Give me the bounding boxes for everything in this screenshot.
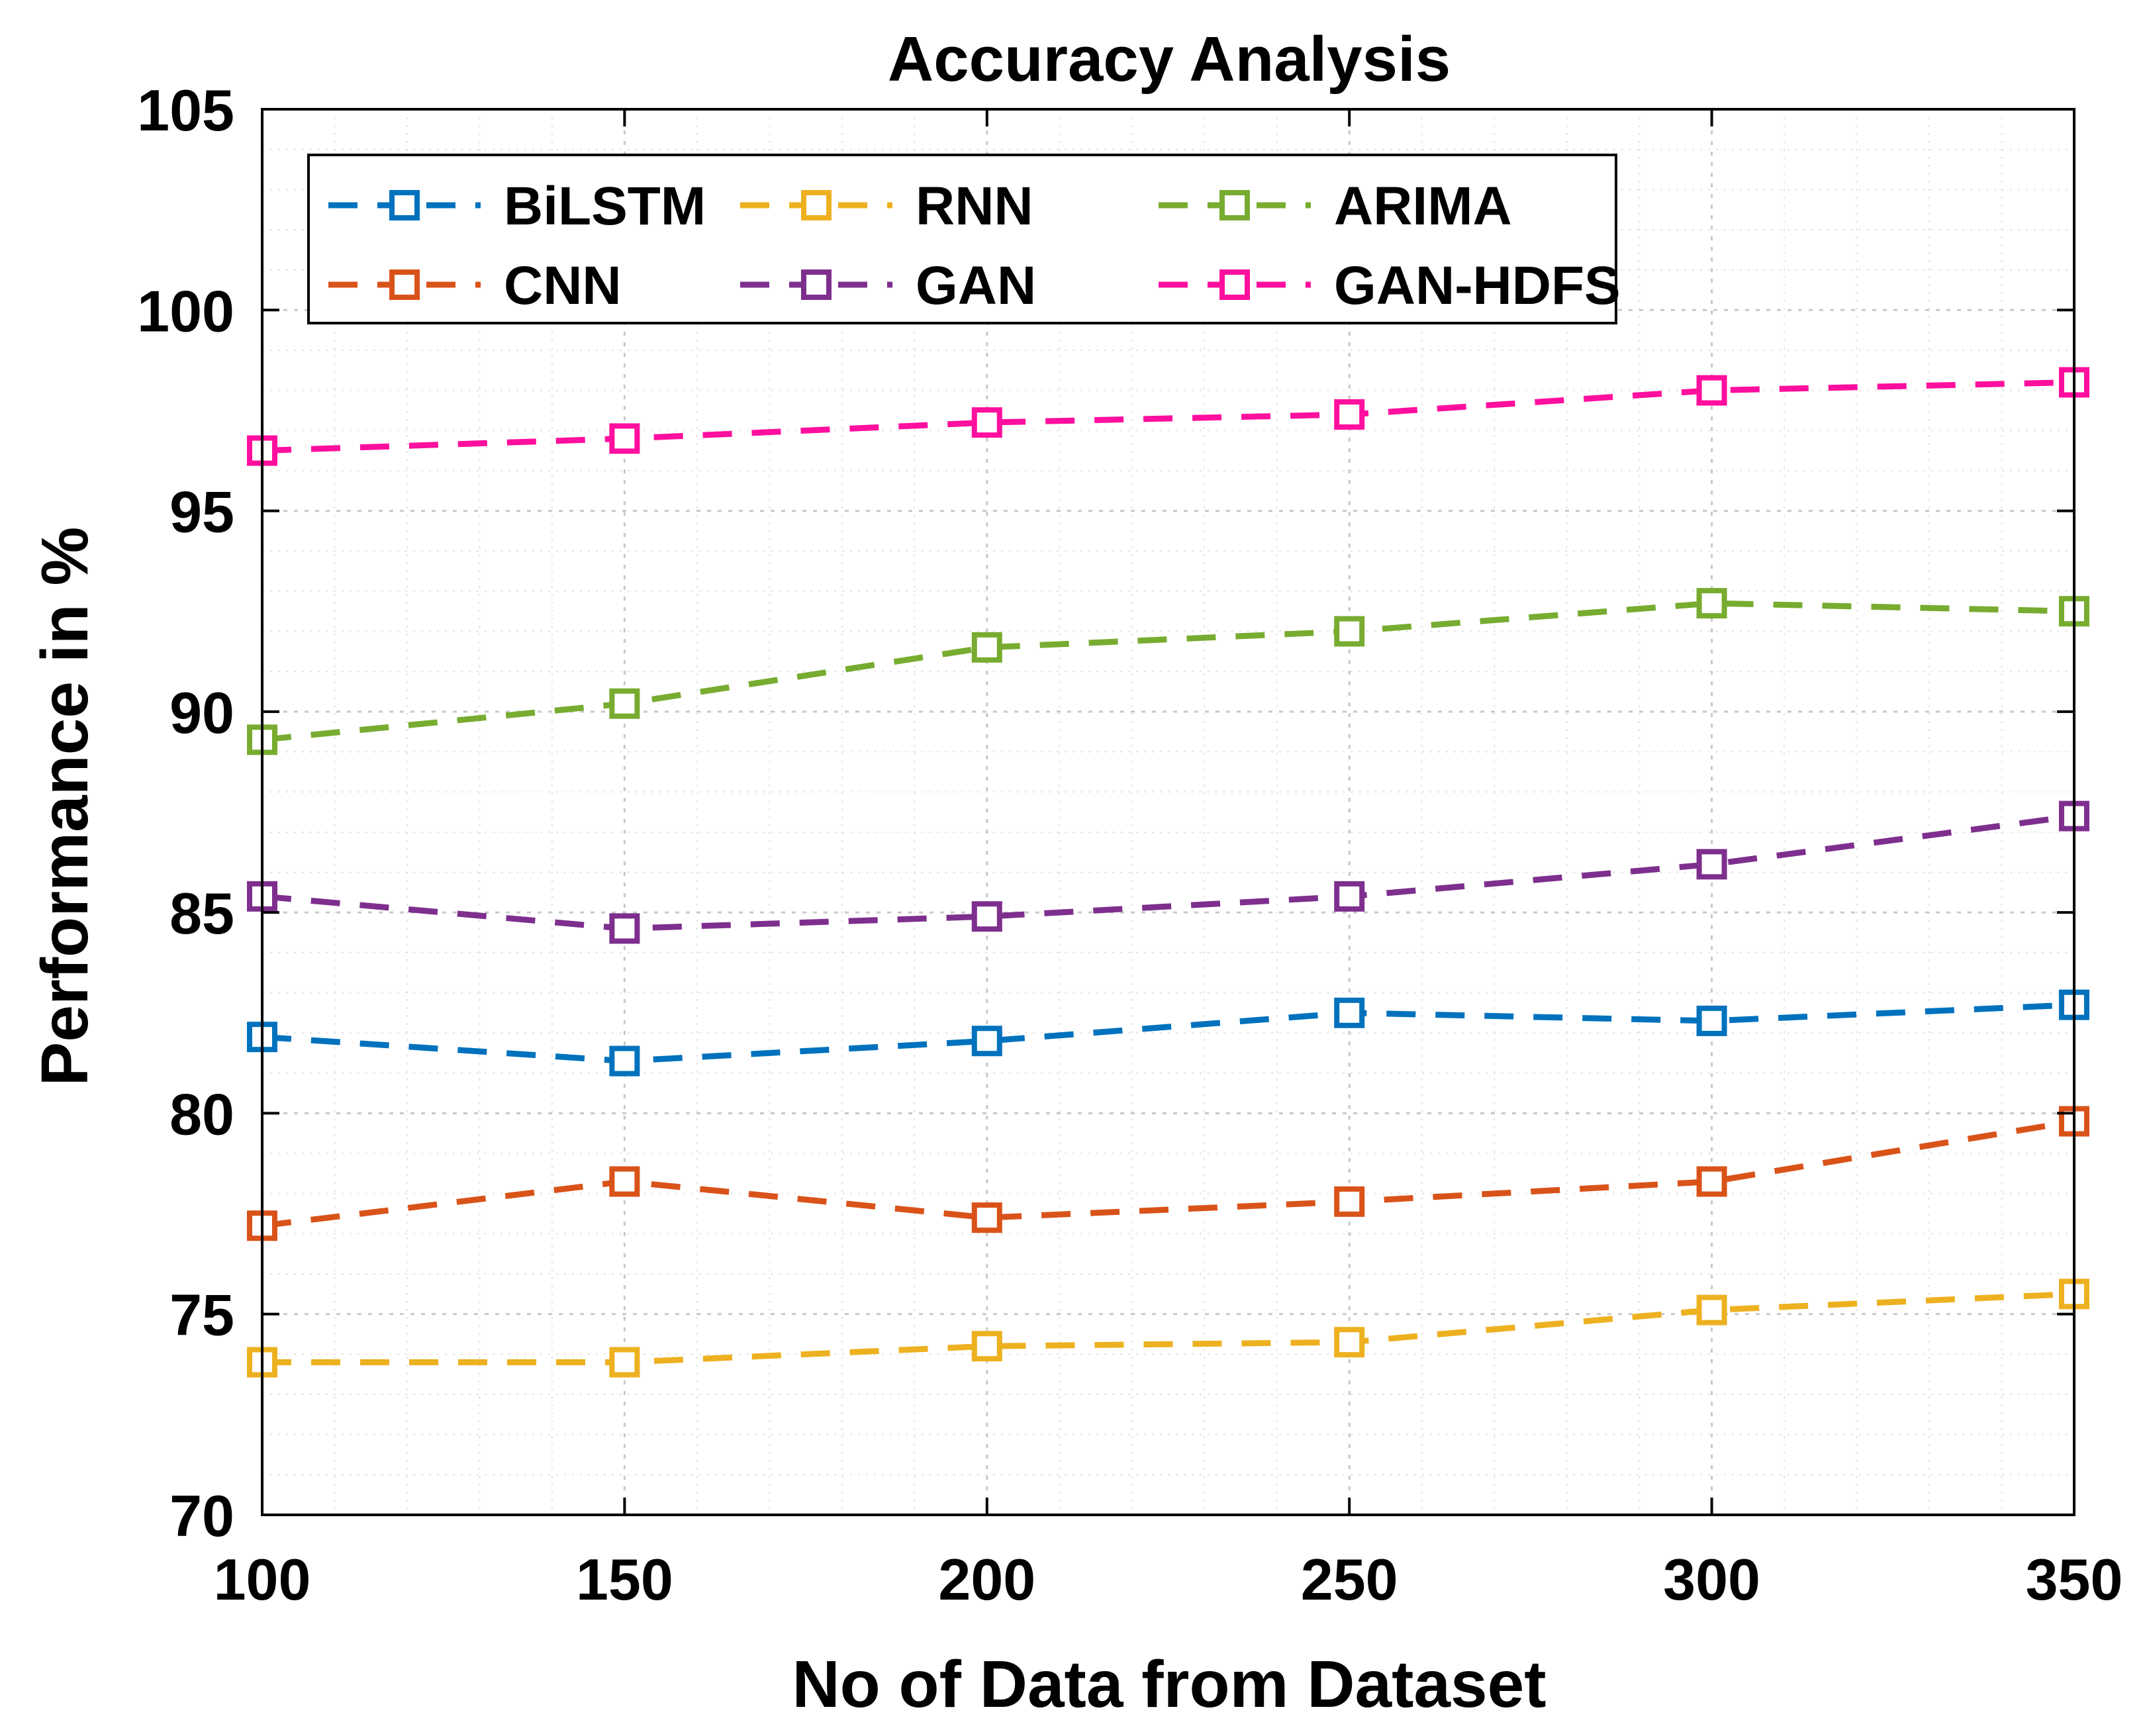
- data-point-cnn: [1696, 1166, 1727, 1197]
- x-tick-label: 150: [576, 1547, 673, 1612]
- y-tick-label: 100: [137, 278, 234, 344]
- y-axis-label: Performance in %: [28, 527, 102, 1086]
- data-point-gan-hdfs: [1696, 375, 1727, 406]
- legend-item-gan-hdfs: GAN-HDFS: [1159, 256, 1621, 316]
- y-tick-label: 75: [169, 1282, 234, 1348]
- y-tick-label: 70: [169, 1483, 234, 1549]
- data-point-gan: [971, 901, 1002, 932]
- data-point-gan: [1334, 881, 1365, 912]
- data-point-cnn: [1334, 1186, 1365, 1217]
- x-axis-label: No of Data from Dataset: [792, 1647, 1546, 1721]
- minor-grid: [262, 109, 2074, 1515]
- data-point-bilstm: [609, 1045, 640, 1077]
- legend-swatch-marker: [389, 190, 420, 220]
- data-point-gan-hdfs: [1334, 399, 1365, 430]
- y-tick-label: 105: [137, 77, 234, 143]
- data-point-rnn: [609, 1347, 640, 1378]
- legend-label: GAN-HDFS: [1334, 256, 1621, 316]
- series-line-gan: [262, 813, 2075, 932]
- legend-label: BiLSTM: [504, 176, 706, 236]
- data-point-gan-hdfs: [609, 423, 640, 454]
- y-tick-label: 80: [169, 1081, 234, 1147]
- y-tick-label: 90: [169, 680, 234, 746]
- series-line-cnn: [262, 1118, 2075, 1229]
- data-point-bilstm: [1696, 1005, 1727, 1036]
- legend-label: GAN: [916, 256, 1036, 316]
- x-tick-label: 300: [1663, 1547, 1760, 1612]
- legend-swatch-marker: [801, 190, 832, 220]
- data-point-arima: [1696, 588, 1727, 619]
- x-tick-label: 200: [938, 1547, 1035, 1612]
- legend-item-cnn: CNN: [328, 256, 622, 316]
- x-tick-label: 100: [214, 1547, 311, 1612]
- major-grid: [262, 109, 2074, 1515]
- axis-ticks: [261, 108, 2075, 1516]
- legend-swatch-marker: [1219, 190, 1250, 220]
- legend-item-bilstm: BiLSTM: [328, 176, 706, 236]
- data-point-rnn: [971, 1331, 1002, 1362]
- plot-area-frame: [261, 108, 2075, 1516]
- series-line-rnn: [262, 1290, 2075, 1366]
- data-point-bilstm: [971, 1026, 1002, 1057]
- legend-swatch-marker: [389, 269, 420, 300]
- data-point-cnn: [971, 1202, 1002, 1233]
- x-tick-label: 250: [1301, 1547, 1398, 1612]
- data-point-rnn: [1696, 1294, 1727, 1326]
- data-point-arima: [609, 688, 640, 719]
- legend-swatch-marker: [1219, 269, 1250, 300]
- y-tick-labels: 70 75 80 85 90 95 100 105: [137, 77, 234, 1549]
- legend-item-rnn: RNN: [740, 176, 1033, 236]
- legend-label: RNN: [916, 176, 1033, 236]
- data-point-gan: [609, 913, 640, 944]
- data-point-bilstm: [1334, 997, 1365, 1028]
- legend-box: [307, 154, 1617, 324]
- series-line-bilstm: [262, 1002, 2075, 1065]
- legend-label: CNN: [504, 256, 622, 316]
- legend-swatch-marker: [801, 269, 832, 300]
- legend-item-arima: ARIMA: [1159, 176, 1512, 236]
- data-point-gan: [1696, 849, 1727, 880]
- data-point-arima: [1334, 616, 1365, 647]
- data-point-cnn: [609, 1166, 640, 1197]
- legend-item-gan: GAN: [740, 256, 1036, 316]
- series-line-gan-hdfs: [262, 379, 2075, 454]
- legend-label: ARIMA: [1334, 176, 1512, 236]
- x-tick-labels: 100 150 200 250 300 350: [214, 1547, 2123, 1612]
- series-line-arima: [262, 600, 2075, 743]
- data-point-rnn: [1334, 1327, 1365, 1358]
- chart-title: Accuracy Analysis: [888, 24, 1451, 95]
- data-point-arima: [971, 632, 1002, 663]
- y-tick-label: 85: [169, 881, 234, 946]
- legend: BiLSTM CNN RNN GAN ARIMA GAN-HDFS: [307, 154, 1621, 324]
- x-tick-label: 350: [2026, 1547, 2123, 1612]
- y-tick-label: 95: [169, 479, 234, 545]
- data-point-gan-hdfs: [971, 407, 1002, 438]
